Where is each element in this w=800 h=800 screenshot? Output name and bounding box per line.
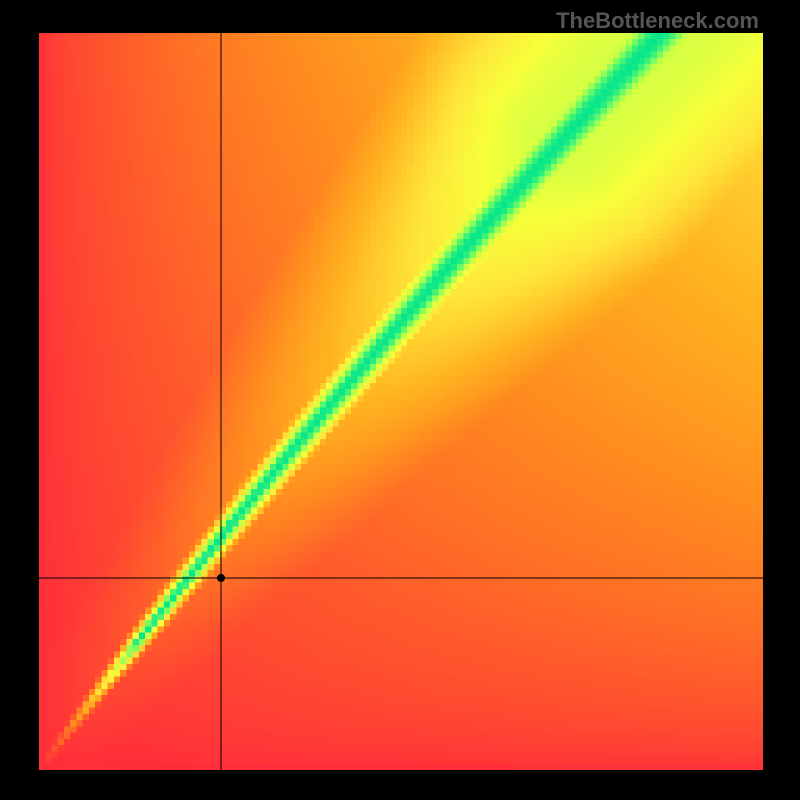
watermark-text: TheBottleneck.com [556, 8, 759, 34]
chart-container: { "chart": { "type": "heatmap", "canvas_… [0, 0, 800, 800]
bottleneck-heatmap [39, 33, 763, 770]
